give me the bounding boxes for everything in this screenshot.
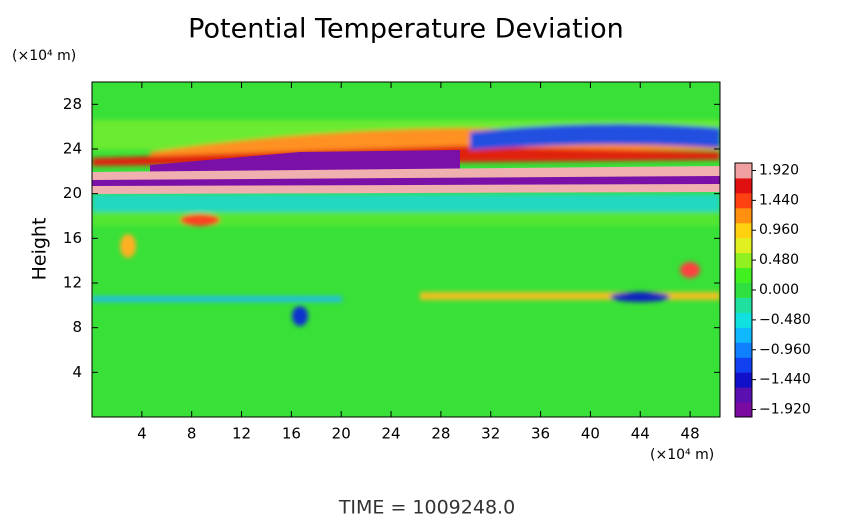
colorbar-segment: [735, 177, 752, 194]
field: [92, 82, 720, 417]
colorbar-tick-label: 0.480: [759, 252, 799, 268]
colorbar-segment: [735, 282, 752, 298]
x-tick-label: 44: [631, 425, 650, 443]
colorbar-tick-label: −0.960: [759, 342, 811, 358]
y-tick-label: 8: [72, 318, 82, 336]
colorbar-segment: [735, 237, 752, 254]
colorbar-segment: [735, 297, 752, 313]
x-tick-label: 36: [531, 425, 550, 443]
colorbar-segment: [735, 312, 752, 328]
x-tick-label: 24: [382, 425, 401, 443]
colorbar-segment: [735, 357, 752, 373]
colorbar-tick-label: −1.440: [759, 372, 811, 388]
colorbar-segment: [735, 163, 752, 179]
colorbar-segment: [735, 252, 752, 269]
colorbar-tick-label: 1.440: [759, 192, 799, 208]
x-tick-label: 48: [681, 425, 700, 443]
y-tick-label: 16: [63, 229, 82, 247]
x-tick-label: 16: [282, 425, 301, 443]
chart-title: Potential Temperature Deviation: [188, 14, 624, 45]
y-tick-label: 24: [63, 140, 82, 158]
plot-frame: [91, 81, 721, 418]
colorbar-segment: [735, 387, 752, 403]
x-tick-label: 12: [232, 425, 251, 443]
y-tick-label: 4: [72, 363, 82, 381]
colorbar-segment: [735, 267, 752, 284]
colorbar-tick-label: −1.920: [759, 402, 811, 418]
x-tick-label: 32: [481, 425, 500, 443]
y-axis-label: Height: [29, 218, 51, 281]
y-tick-label: 12: [63, 274, 82, 292]
colorbar-segment: [735, 342, 752, 358]
x-unit: (×10⁴ m): [650, 447, 714, 463]
x-tick-label: 28: [431, 425, 450, 443]
colorbar-segment: [735, 192, 752, 209]
colorbar-tick-label: 0.960: [759, 222, 799, 238]
colorbar-segment: [735, 402, 752, 418]
x-tick-label: 8: [187, 425, 197, 443]
colorbar-segment: [735, 207, 752, 224]
colorbar-tick-label: −0.480: [759, 312, 811, 328]
footer: TIME = 1009248.0: [338, 497, 515, 519]
colorbar-tick-label: 1.920: [759, 162, 799, 178]
colorbar-segment: [735, 327, 752, 343]
y-unit: (×10⁴ m): [12, 48, 76, 64]
colorbar-segment: [735, 222, 752, 239]
x-tick-label: 20: [332, 425, 351, 443]
y-tick-label: 28: [63, 95, 82, 113]
x-tick-label: 40: [581, 425, 600, 443]
colorbar-segment: [735, 372, 752, 388]
x-tick-label: 4: [137, 425, 147, 443]
y-tick-label: 20: [63, 184, 82, 202]
colorbar-tick-label: 0.000: [759, 282, 799, 298]
